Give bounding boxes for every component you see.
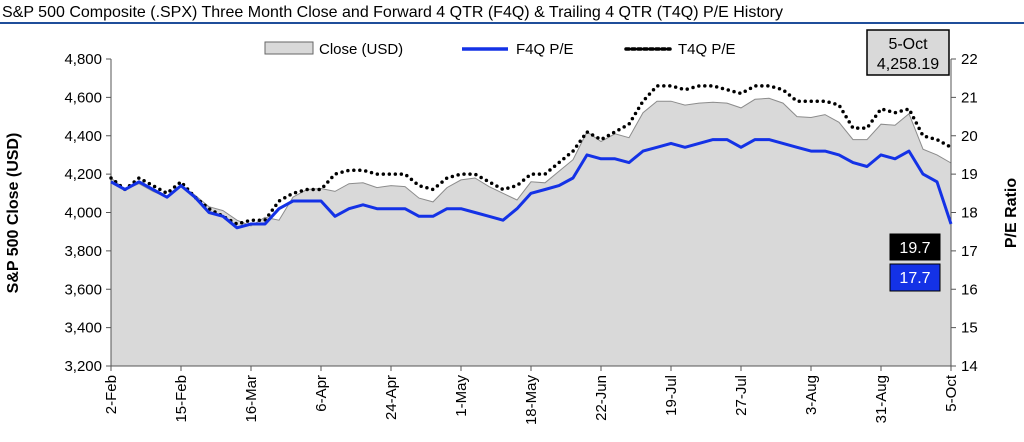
x-tick-label: 15-Feb xyxy=(173,375,190,423)
legend-close-label: Close (USD) xyxy=(319,41,403,58)
y2-tick-label: 19 xyxy=(961,166,978,183)
t4q-end-label: 19.7 xyxy=(889,233,941,261)
x-tick-label: 22-Jun xyxy=(593,375,610,421)
chart-title: S&P 500 Composite (.SPX) Three Month Clo… xyxy=(2,4,783,21)
plot-area: 3,200 3,400 3,600 3,800 4,000 4,200 4,400 4,600… xyxy=(64,51,977,425)
y2-tick-label: 20 xyxy=(961,128,978,145)
y2-tick-label: 15 xyxy=(961,320,978,337)
f4q-line xyxy=(110,138,953,230)
y-tick-label: 4,800 xyxy=(64,51,102,68)
y-tick-label: 4,600 xyxy=(64,89,102,106)
t4q-line xyxy=(109,84,953,226)
x-tick-label: 1-May xyxy=(453,375,470,417)
y2-tick-label: 17 xyxy=(961,243,978,260)
close-line xyxy=(110,97,952,227)
x-tick-label: 27-Jul xyxy=(733,375,750,416)
y2-tick-label: 22 xyxy=(961,51,978,68)
x-tick-label: 19-Jul xyxy=(663,375,680,416)
x-tick-label: 16-Mar xyxy=(243,375,260,423)
y2-tick-label: 18 xyxy=(961,205,978,222)
y-tick-label: 4,000 xyxy=(64,205,102,222)
y-tick-label: 3,600 xyxy=(64,281,102,298)
close-area xyxy=(111,98,951,367)
date-box-frame xyxy=(866,29,950,76)
y2-tick-label: 14 xyxy=(961,358,978,375)
y2-tick-label: 21 xyxy=(961,89,978,106)
y-tick-label: 3,800 xyxy=(64,243,102,260)
date-box: 5-Oct 4,258.19 xyxy=(866,29,950,76)
legend: Close (USD) F4Q P/E T4Q P/E xyxy=(264,41,736,58)
x-tick-label: 3-Aug xyxy=(803,375,820,415)
x-tick-label: 31-Aug xyxy=(873,375,890,423)
x-tick-label: 24-Apr xyxy=(383,375,400,420)
legend-f4q-label: F4Q P/E xyxy=(516,41,574,58)
f4q-end-label-bg xyxy=(889,263,941,292)
y2-axis-label: P/E Ratio xyxy=(1003,178,1020,248)
y-tick-label: 3,400 xyxy=(64,320,102,337)
x-tick-label: 5-Oct xyxy=(943,374,960,412)
t4q-end-label-text: 19.7 xyxy=(899,240,930,257)
f4q-end-label-text: 17.7 xyxy=(899,270,930,287)
y-axis-label: S&P 500 Close (USD) xyxy=(5,133,22,294)
x-tick-label: 6-Apr xyxy=(313,375,330,412)
legend-close-swatch xyxy=(264,41,314,55)
f4q-end-label: 17.7 xyxy=(889,263,941,292)
legend-t4q-label: T4Q P/E xyxy=(678,41,736,58)
t4q-end-label-bg xyxy=(889,233,941,261)
y-tick-label: 4,400 xyxy=(64,128,102,145)
y-tick-label: 3,200 xyxy=(64,358,102,375)
x-tick-label: 18-May xyxy=(523,375,540,426)
x-tick-label: 2-Feb xyxy=(103,375,120,414)
date-box-date: 5-Oct xyxy=(888,36,928,53)
date-box-value: 4,258.19 xyxy=(877,56,939,73)
y-tick-label: 4,200 xyxy=(64,166,102,183)
y2-tick-label: 16 xyxy=(961,281,978,298)
